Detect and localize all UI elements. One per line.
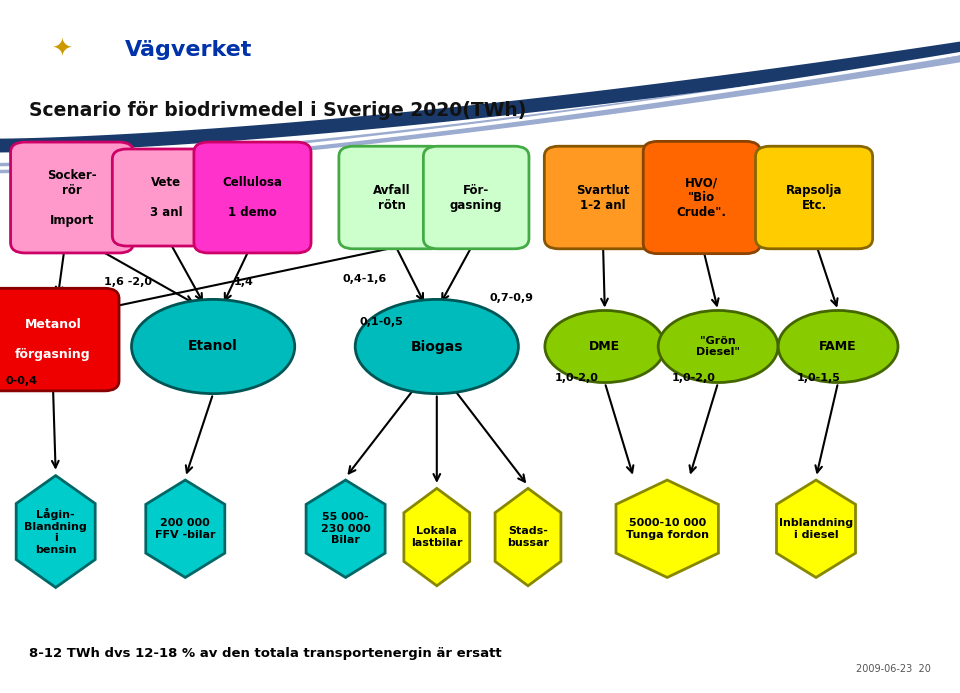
Text: För-
gasning: För- gasning — [450, 184, 502, 211]
Text: Lågin-
Blandning
i
bensin: Lågin- Blandning i bensin — [24, 508, 87, 555]
FancyBboxPatch shape — [112, 149, 220, 246]
Text: Vägverket: Vägverket — [125, 40, 252, 60]
Text: 55 000-
230 000
Bilar: 55 000- 230 000 Bilar — [321, 512, 371, 545]
FancyBboxPatch shape — [643, 141, 760, 254]
Polygon shape — [777, 480, 855, 577]
Ellipse shape — [355, 299, 518, 394]
Text: 8-12 TWh dvs 12-18 % av den totala transportenergin är ersatt: 8-12 TWh dvs 12-18 % av den totala trans… — [29, 647, 501, 660]
Text: 5000-10 000
Tunga fordon: 5000-10 000 Tunga fordon — [626, 518, 708, 540]
Ellipse shape — [132, 299, 295, 394]
Text: Scenario för biodrivmedel i Sverige 2020(TWh): Scenario för biodrivmedel i Sverige 2020… — [29, 101, 526, 121]
FancyBboxPatch shape — [544, 146, 661, 249]
Ellipse shape — [545, 310, 664, 383]
Text: Lokala
lastbilar: Lokala lastbilar — [411, 526, 463, 548]
Text: DME: DME — [589, 340, 620, 353]
Text: FAME: FAME — [819, 340, 857, 353]
FancyBboxPatch shape — [194, 142, 311, 253]
Text: ✦: ✦ — [52, 38, 73, 62]
Polygon shape — [404, 489, 469, 586]
Text: 1,6 -2,0: 1,6 -2,0 — [104, 277, 152, 287]
Text: HVO/
"Bio
Crude".: HVO/ "Bio Crude". — [677, 176, 727, 219]
Text: Cellulosa

1 demo: Cellulosa 1 demo — [223, 176, 282, 219]
FancyBboxPatch shape — [756, 146, 873, 249]
Text: 1,0-2,0: 1,0-2,0 — [672, 373, 716, 383]
Polygon shape — [0, 42, 960, 152]
Ellipse shape — [659, 310, 778, 383]
Polygon shape — [146, 480, 225, 577]
Text: Vete

3 anl: Vete 3 anl — [150, 176, 182, 219]
Text: Metanol

förgasning: Metanol förgasning — [15, 318, 90, 361]
FancyBboxPatch shape — [423, 146, 529, 249]
Text: Stads-
bussar: Stads- bussar — [507, 526, 549, 548]
Text: 0,4-1,6: 0,4-1,6 — [343, 274, 387, 284]
Text: Svartlut
1-2 anl: Svartlut 1-2 anl — [576, 184, 630, 211]
FancyBboxPatch shape — [339, 146, 444, 249]
Text: Inblandning
i diesel: Inblandning i diesel — [779, 518, 853, 540]
Polygon shape — [495, 489, 561, 586]
Text: "Grön
Diesel": "Grön Diesel" — [696, 335, 740, 358]
Text: 1,0-2,0: 1,0-2,0 — [555, 373, 599, 383]
Text: 2009-06-23  20: 2009-06-23 20 — [856, 664, 931, 674]
Text: 200 000
FFV -bilar: 200 000 FFV -bilar — [155, 518, 216, 540]
Text: 0-0,4: 0-0,4 — [6, 376, 37, 386]
Polygon shape — [0, 52, 960, 170]
Text: Rapsolja
Etc.: Rapsolja Etc. — [786, 184, 842, 211]
Text: Socker-
rör

Import: Socker- rör Import — [47, 168, 97, 227]
Ellipse shape — [779, 310, 898, 383]
Polygon shape — [0, 52, 960, 173]
Text: Biogas: Biogas — [411, 340, 463, 353]
Polygon shape — [306, 480, 385, 577]
FancyBboxPatch shape — [11, 142, 133, 253]
Text: 0,7-0,9: 0,7-0,9 — [490, 293, 534, 303]
Polygon shape — [616, 480, 718, 577]
Text: 0,1-0,5: 0,1-0,5 — [359, 317, 403, 327]
FancyBboxPatch shape — [0, 288, 119, 391]
Polygon shape — [16, 475, 95, 588]
Text: 1,4: 1,4 — [233, 277, 253, 287]
Text: Avfall
rötn: Avfall rötn — [372, 184, 411, 211]
Text: 1,0-1,5: 1,0-1,5 — [797, 373, 841, 383]
Text: Etanol: Etanol — [188, 340, 238, 353]
